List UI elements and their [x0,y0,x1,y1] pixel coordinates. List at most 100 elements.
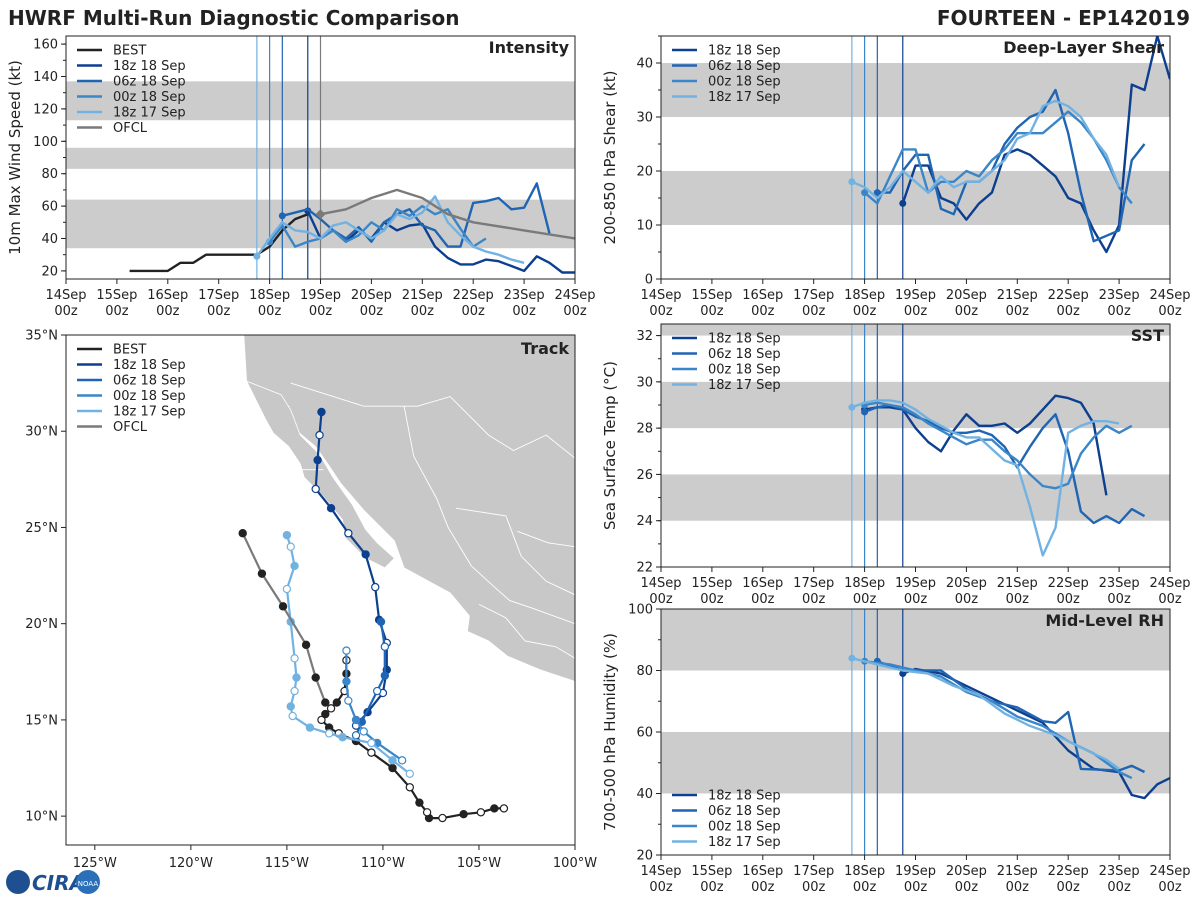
track-position-marker [292,673,301,682]
track-position-marker [388,763,397,773]
track-position-marker [342,646,351,655]
series-marker [873,189,881,197]
x-tick-label: 22Sep [1048,576,1089,591]
track-position-marker [321,709,330,719]
series-marker [848,654,856,662]
series-marker [848,403,856,411]
y-tick-label: 40 [636,57,653,72]
track-position-marker [326,504,336,513]
x-tick-label: 00z [853,880,877,895]
y-axis-label: Sea Surface Temp (°C) [601,361,619,530]
legend-label: OFCL [113,420,148,435]
x-tick-label: 19Sep [895,576,936,591]
track-position-marker [311,673,320,682]
y-tick-label: 15°N [25,713,58,728]
y-tick-label: 60 [41,200,58,215]
x-tick-label: 24Sep [1149,576,1190,591]
track-position-marker [257,569,267,578]
legend-label: 18z 17 Sep [113,106,186,121]
x-tick-label: 16Sep [742,288,783,303]
x-tick-label: 00z [462,304,486,319]
x-tick-label: 00z [700,592,724,607]
y-tick-label: 10 [636,219,653,234]
y-tick-label: 26 [636,468,653,483]
threshold-band [661,381,1170,429]
y-axis-label: 10m Max Wind Speed (kt) [6,60,24,255]
threshold-band [661,732,1170,794]
track-position-marker [380,642,390,651]
y-tick-label: 24 [636,514,653,529]
track-position-marker [238,529,247,538]
legend-label: 06z 18 Sep [113,75,186,90]
track-position-marker [317,407,326,417]
y-axis-label: 200-850 hPa Shear (kt) [601,71,619,245]
x-tick-label: 00z [955,880,979,895]
y-tick-label: 0 [645,273,653,288]
storm-id: FOURTEEN - EP142019 [937,6,1190,30]
series-line-18z-17-sep [255,195,525,264]
track-position-marker [282,584,292,594]
legend-label: OFCL [113,121,148,136]
threshold-band [661,324,1170,336]
y-tick-label: 80 [41,167,58,182]
state-boundary [470,565,575,625]
x-tick-label: 125°W [73,856,117,871]
series-line-18z-17-sep [851,99,1121,200]
series-line-06z-18-sep [877,88,1146,243]
panel-title: SST [1131,326,1164,345]
legend-label: BEST [113,44,146,59]
x-tick-label: 14Sep [640,576,681,591]
x-tick-label: 00z [1107,880,1131,895]
x-tick-label: 14Sep [640,288,681,303]
x-tick-label: 00z [853,304,877,319]
x-tick-label: 00z [1107,592,1131,607]
x-tick-label: 00z [1158,304,1182,319]
x-tick-label: 15Sep [691,288,732,303]
series-line-18z-18-sep [864,394,1108,496]
y-tick-label: 32 [636,329,653,344]
track-position-marker [342,677,351,686]
track-position-marker [338,733,347,742]
track-position-marker [397,756,407,765]
x-tick-label: 16Sep [147,288,188,303]
legend-label: 18z 17 Sep [708,378,781,393]
series-group [848,36,1170,254]
y-axis-label: 700-500 hPa Humidity (%) [601,633,619,831]
track-position-marker [359,727,368,736]
x-tick-label: 00z [258,304,282,319]
series-line-best [129,213,309,273]
series-group [848,654,1170,800]
x-tick-label: 00z [751,880,775,895]
legend-label: 06z 18 Sep [708,347,781,362]
state-boundary [478,603,575,659]
rh-panel: 2040608010014Sep00z15Sep00z16Sep00z17Sep… [601,603,1191,896]
track-position-marker [290,686,299,696]
track-position-marker [476,808,486,817]
track-line-18z-17-sep [285,534,411,775]
y-tick-label: 20 [636,849,653,864]
series-line-06z-18-sep [864,403,1146,525]
x-tick-label: 16Sep [742,864,783,879]
track-position-marker [367,738,376,748]
legend-label: 00z 18 Sep [708,363,781,378]
series-line-00z-18-sep [268,204,487,248]
x-tick-label: 19Sep [895,864,936,879]
plot-frame [65,334,576,846]
x-tick-label: 00z [904,592,928,607]
legend-label: BEST [113,343,146,358]
track-position-marker [371,582,380,592]
track-position-marker [290,654,299,663]
panel-title: Track [521,339,569,358]
track-position-marker [324,729,334,738]
track-position-marker [376,617,386,626]
legend-label: 18z 18 Sep [113,59,186,74]
x-tick-label: 00z [1006,592,1030,607]
x-tick-label: 120°W [169,856,213,871]
x-tick-label: 22Sep [1048,864,1089,879]
x-tick-label: 00z [802,304,826,319]
y-tick-label: 160 [33,38,58,53]
x-tick-label: 23Sep [1099,864,1140,879]
track-position-marker [288,711,297,721]
track-position-marker [344,529,353,538]
x-tick-label: 17Sep [793,288,834,303]
